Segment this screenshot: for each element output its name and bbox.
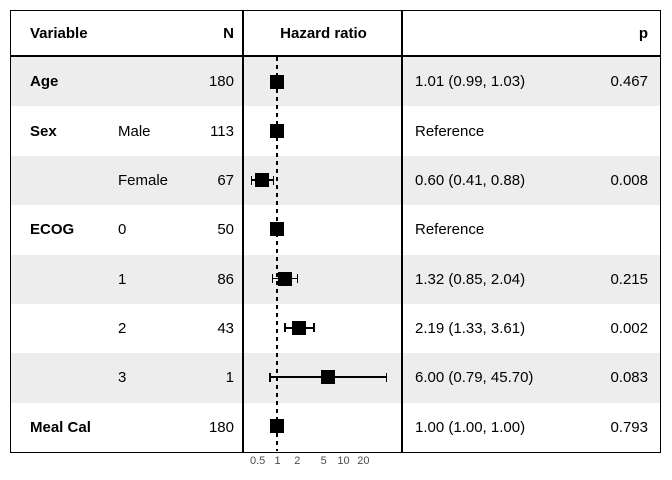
p-cell: 0.467: [610, 73, 648, 91]
axis-tick-label: 20: [357, 455, 370, 467]
plot-cell: [244, 106, 403, 155]
axis-tick-label: 0.5: [249, 455, 266, 467]
level-cell: Female: [118, 171, 169, 189]
variable-cell: Age: [30, 73, 59, 91]
table-row: ECOG 0 50 Reference: [11, 205, 660, 254]
col-header-variable: Variable: [30, 24, 88, 42]
ci-cap-left: [271, 274, 274, 284]
p-cell: 0.083: [610, 369, 648, 387]
col-header-hazard-ratio: Hazard ratio: [280, 24, 367, 42]
axis-tick-label: 2: [294, 455, 301, 467]
estimate-cell: 0.60 (0.41, 0.88): [415, 171, 526, 189]
hr-point-marker: [270, 222, 284, 237]
estimate-cell: 2.19 (1.33, 3.61): [415, 320, 526, 338]
n-cell: 1: [225, 369, 234, 387]
ci-cap-right: [272, 175, 275, 185]
ci-cap-left: [269, 372, 271, 382]
level-cell: Male: [118, 122, 151, 140]
p-cell: 0.008: [610, 171, 648, 189]
hr-point-marker: [292, 320, 307, 335]
estimate-cell: 6.00 (0.79, 45.70): [415, 369, 534, 387]
hr-point-marker: [270, 419, 284, 434]
header-row: Variable N Hazard ratio p: [11, 11, 660, 57]
plot-cell: [244, 57, 403, 106]
variable-cell: Sex: [30, 122, 57, 140]
plot-cell: [244, 304, 403, 353]
variable-cell: Meal Cal: [30, 418, 91, 436]
n-cell: 50: [217, 221, 234, 239]
level-cell: 0: [118, 221, 127, 239]
n-cell: 180: [208, 418, 234, 436]
variable-cell: ECOG: [30, 221, 75, 239]
n-cell: 43: [217, 320, 234, 338]
reference-line: [276, 57, 278, 451]
n-cell: 86: [217, 270, 234, 288]
hr-point-marker: [270, 123, 284, 138]
hazard-ratio-plot-panel: [242, 57, 403, 451]
table-row: Age 180 1.01 (0.99, 1.03) 0.467: [11, 57, 660, 107]
level-cell: 3: [118, 369, 127, 387]
axis-tick-label: 5: [320, 455, 327, 467]
col-header-p: p: [638, 24, 648, 42]
ci-cap-left: [284, 323, 286, 333]
estimate-cell: 1.01 (0.99, 1.03): [415, 73, 526, 91]
p-cell: 0.793: [610, 418, 648, 436]
n-cell: 180: [208, 73, 234, 91]
ci-cap-left: [250, 175, 253, 185]
estimate-cell: Reference: [415, 122, 485, 140]
table-row: Female 67 0.60 (0.41, 0.88) 0.008: [11, 155, 660, 206]
ci-cap-right: [296, 274, 299, 284]
estimate-cell: 1.32 (0.85, 2.04): [415, 270, 526, 288]
table-row: 3 1 6.00 (0.79, 45.70) 0.083: [11, 353, 660, 403]
ci-cap-right: [385, 372, 388, 382]
ci-cap-right: [313, 323, 315, 333]
x-axis: 0.5 1 2 5 10 20: [0, 455, 672, 471]
panel-divider-right: [401, 11, 403, 452]
axis-tick-label: 10: [337, 455, 350, 467]
plot-cell: [244, 205, 403, 254]
table-row: 1 86 1.32 (0.85, 2.04) 0.215: [11, 254, 660, 304]
level-cell: 1: [118, 270, 127, 288]
panel-divider-left: [242, 11, 244, 452]
hr-point-marker: [255, 173, 270, 188]
n-cell: 113: [210, 122, 234, 140]
table-row: Sex Male 113 Reference: [11, 106, 660, 155]
n-cell: 67: [217, 171, 234, 189]
estimate-cell: 1.00 (1.00, 1.00): [415, 418, 526, 436]
level-cell: 2: [118, 320, 127, 338]
table-row: Meal Cal 180 1.00 (1.00, 1.00) 0.793: [11, 403, 660, 452]
plot-cell: [244, 353, 403, 402]
estimate-cell: Reference: [415, 221, 485, 239]
col-header-n: N: [223, 24, 234, 42]
axis-tick-label: 1: [274, 455, 281, 467]
table-row: 2 43 2.19 (1.33, 3.61) 0.002: [11, 304, 660, 353]
hr-point-marker: [321, 370, 336, 385]
hr-point-marker: [270, 74, 285, 89]
plot-cell: [244, 255, 403, 304]
forest-table: Variable N Hazard ratio p Age 180 1.01 (…: [10, 10, 661, 453]
plot-cell: [244, 403, 403, 452]
p-cell: 0.002: [610, 320, 648, 338]
hr-point-marker: [277, 271, 292, 286]
p-cell: 0.215: [610, 270, 648, 288]
plot-cell: [244, 156, 403, 205]
